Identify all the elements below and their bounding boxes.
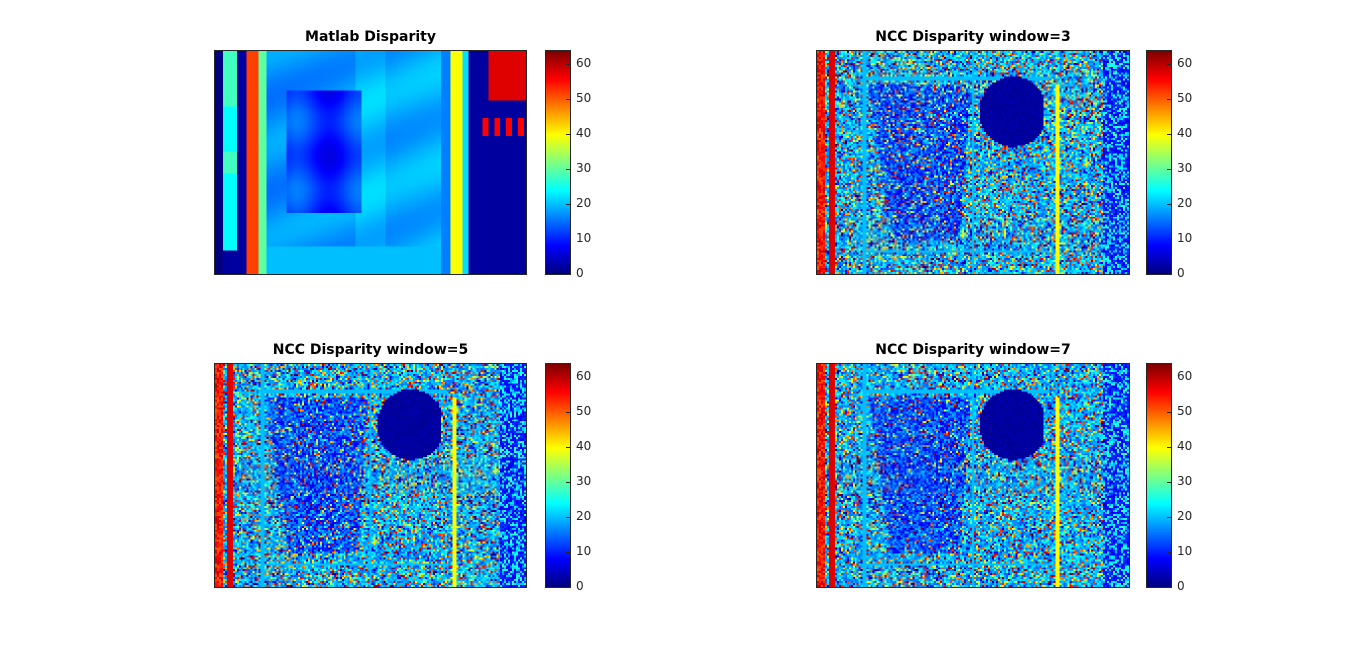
colorbar-tick-label: 10	[1177, 231, 1193, 245]
colorbar-tick-mark	[1167, 169, 1171, 170]
disparity-heatmap	[816, 363, 1130, 588]
colorbar-tick-mark	[566, 587, 570, 588]
colorbar-tick-label: 50	[1177, 404, 1193, 418]
colorbar-tick-label: 50	[1177, 91, 1193, 105]
colorbar-tick-mark	[1167, 99, 1171, 100]
colorbar-tick-label: 60	[1177, 56, 1193, 70]
colorbar-tick-label: 40	[576, 439, 592, 453]
colorbar-tick-mark	[1167, 274, 1171, 275]
colorbar-tick-label: 60	[1177, 369, 1193, 383]
colorbar-tick-mark	[566, 482, 570, 483]
colorbar-tick-mark	[1167, 552, 1171, 553]
colorbar-tick-mark	[566, 377, 570, 378]
colorbar	[545, 363, 571, 588]
colorbar-tick-label: 30	[576, 474, 592, 488]
colorbar-tick-label: 60	[576, 369, 592, 383]
colorbar-tick-label: 30	[576, 161, 592, 175]
colorbar-tick-mark	[566, 134, 570, 135]
colorbar-tick-mark	[566, 204, 570, 205]
colorbar-tick-label: 0	[1177, 579, 1185, 593]
colorbar-tick-mark	[1167, 587, 1171, 588]
colorbar-tick-label: 30	[1177, 161, 1193, 175]
colorbar-tick-label: 0	[576, 579, 584, 593]
colorbar-tick-label: 20	[1177, 509, 1193, 523]
colorbar-tick-label: 40	[1177, 126, 1193, 140]
colorbar-tick-label: 60	[576, 56, 592, 70]
colorbar-tick-mark	[1167, 412, 1171, 413]
disparity-heatmap	[214, 363, 527, 588]
colorbar-tick-mark	[566, 447, 570, 448]
colorbar-tick-label: 0	[1177, 266, 1185, 280]
disparity-heatmap	[214, 50, 527, 275]
colorbar-tick-mark	[566, 274, 570, 275]
subplot-title: NCC Disparity window=5	[272, 342, 469, 358]
colorbar-tick-mark	[566, 552, 570, 553]
colorbar-tick-mark	[1167, 482, 1171, 483]
colorbar-tick-label: 10	[1177, 544, 1193, 558]
colorbar-tick-mark	[1167, 204, 1171, 205]
colorbar	[1146, 50, 1172, 275]
colorbar-tick-label: 40	[1177, 439, 1193, 453]
subplot-title: NCC Disparity window=3	[875, 29, 1071, 45]
colorbar-tick-mark	[1167, 239, 1171, 240]
colorbar-tick-label: 10	[576, 231, 592, 245]
colorbar-tick-mark	[566, 64, 570, 65]
subplot-title: Matlab Disparity	[305, 29, 436, 45]
colorbar-tick-mark	[1167, 134, 1171, 135]
colorbar-tick-mark	[566, 517, 570, 518]
colorbar-tick-mark	[566, 169, 570, 170]
colorbar-tick-mark	[1167, 377, 1171, 378]
colorbar-tick-label: 50	[576, 404, 592, 418]
colorbar-tick-mark	[1167, 64, 1171, 65]
colorbar-tick-label: 10	[576, 544, 592, 558]
colorbar-tick-label: 30	[1177, 474, 1193, 488]
colorbar-tick-mark	[566, 412, 570, 413]
colorbar-tick-label: 50	[576, 91, 592, 105]
colorbar	[1146, 363, 1172, 588]
colorbar-tick-mark	[566, 239, 570, 240]
colorbar-tick-mark	[1167, 517, 1171, 518]
subplot-title: NCC Disparity window=7	[875, 342, 1071, 358]
disparity-heatmap	[816, 50, 1130, 275]
colorbar-tick-mark	[566, 99, 570, 100]
colorbar-tick-label: 0	[576, 266, 584, 280]
colorbar-tick-label: 20	[1177, 196, 1193, 210]
colorbar-tick-label: 20	[576, 196, 592, 210]
colorbar	[545, 50, 571, 275]
colorbar-tick-label: 40	[576, 126, 592, 140]
colorbar-tick-label: 20	[576, 509, 592, 523]
colorbar-tick-mark	[1167, 447, 1171, 448]
